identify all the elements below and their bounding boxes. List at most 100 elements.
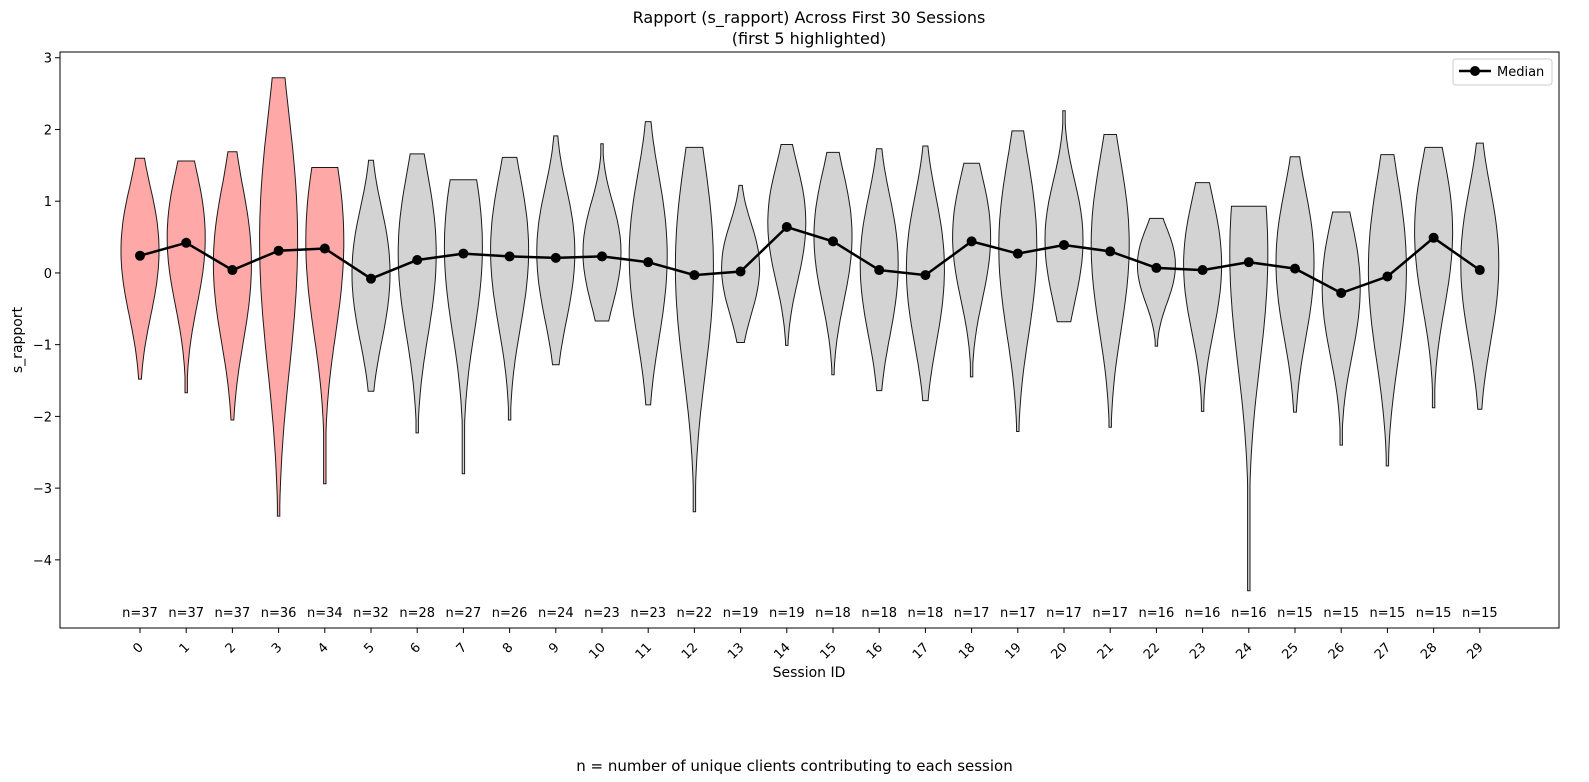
sample-count-label: n=15 <box>1462 606 1498 621</box>
median-point-session-9 <box>550 252 561 263</box>
x-tick-label: 6 <box>408 640 424 656</box>
violin-session-21 <box>1090 134 1130 428</box>
sample-count-label: n=16 <box>1185 606 1221 621</box>
median-point-session-25 <box>1290 263 1300 274</box>
y-tick-label: 2 <box>44 123 52 138</box>
x-tick-label: 13 <box>725 640 747 662</box>
x-tick-label: 27 <box>1372 640 1394 662</box>
violin-session-13 <box>721 184 761 343</box>
median-point-session-23 <box>1197 265 1208 276</box>
x-tick-label: 19 <box>1002 640 1024 662</box>
median-point-session-27 <box>1382 271 1393 282</box>
median-point-session-17 <box>920 270 931 281</box>
x-tick-label: 17 <box>910 640 932 662</box>
violin-session-10 <box>582 143 622 322</box>
sample-count-label: n=15 <box>1277 606 1313 621</box>
violin-session-27 <box>1367 154 1407 467</box>
median-point-session-1 <box>181 237 192 248</box>
sample-count-label: n=37 <box>215 606 251 621</box>
violin-session-12 <box>674 146 714 513</box>
sample-count-label: n=34 <box>307 606 343 621</box>
median-point-session-11 <box>643 257 654 268</box>
y-axis-label: s_rapport <box>10 306 26 373</box>
y-tick-label: 1 <box>44 195 52 210</box>
median-line-group <box>135 222 1485 299</box>
x-axis-label: Session ID <box>773 665 846 681</box>
median-point-session-15 <box>828 236 838 247</box>
sample-count-label: n=15 <box>1370 606 1406 621</box>
median-point-session-4 <box>319 243 330 254</box>
violin-session-18 <box>952 162 992 378</box>
median-point-session-2 <box>227 265 238 276</box>
chart-subtitle: (first 5 highlighted) <box>732 29 886 48</box>
violin-session-3 <box>259 77 299 517</box>
median-point-session-24 <box>1243 257 1254 268</box>
violin-session-23 <box>1183 182 1223 412</box>
y-tick-label: −3 <box>33 482 52 497</box>
footer-caption: n = number of unique clients contributin… <box>576 757 1013 775</box>
violin-session-25 <box>1275 156 1315 413</box>
median-point-session-21 <box>1105 246 1116 257</box>
plot-area <box>59 51 1560 629</box>
x-axis: 0 1 2 3 4 5 6 7 8 9 10 11 12 13 14 15 16 17 18 19 20 21 22 23 24… <box>130 628 1487 663</box>
sample-count-label: n=23 <box>584 606 620 621</box>
chart-title: Rapport (s_rapport) Across First 30 Sess… <box>633 8 986 28</box>
sample-count-label: n=37 <box>122 606 158 621</box>
x-tick-label: 2 <box>223 640 239 656</box>
sample-count-label: n=23 <box>630 606 666 621</box>
sample-count-label: n=19 <box>769 606 805 621</box>
sample-count-label: n=19 <box>723 606 759 621</box>
median-point-session-26 <box>1336 288 1347 299</box>
sample-count-label: n=18 <box>908 606 944 621</box>
violin-session-15 <box>813 151 853 376</box>
sample-count-label: n=22 <box>677 606 713 621</box>
sample-count-labels: n=37 n=37 n=37 n=36 n=34 n=32 n=28 n=27 n=26 n=24… <box>122 606 1497 621</box>
x-tick-label: 7 <box>454 640 470 656</box>
violin-session-26 <box>1321 211 1361 446</box>
legend-box <box>1452 58 1553 86</box>
median-point-session-28 <box>1428 232 1439 243</box>
median-point-session-16 <box>874 265 885 276</box>
sample-count-label: n=24 <box>538 606 574 621</box>
sample-count-label: n=18 <box>861 606 897 621</box>
violin-session-14 <box>767 144 807 346</box>
violin-session-29 <box>1460 142 1500 410</box>
x-tick-label: 24 <box>1233 640 1255 662</box>
legend-median-label: Median <box>1497 65 1544 80</box>
sample-count-label: n=26 <box>492 606 528 621</box>
x-tick-label: 10 <box>587 640 609 662</box>
x-tick-label: 1 <box>177 640 193 656</box>
median-point-session-3 <box>273 245 284 256</box>
y-tick-label: −1 <box>33 339 52 354</box>
y-tick-label: −4 <box>33 554 52 569</box>
x-tick-label: 16 <box>864 640 886 662</box>
violin-session-2 <box>212 151 252 421</box>
sample-count-label: n=16 <box>1231 606 1267 621</box>
median-point-session-10 <box>597 251 607 262</box>
sample-count-label: n=37 <box>168 606 204 621</box>
x-tick-label: 20 <box>1049 640 1071 662</box>
x-tick-label: 3 <box>269 640 285 656</box>
y-axis: 3 2 1 0 −1 −2 −3 −4 <box>33 52 60 569</box>
x-tick-label: 5 <box>361 640 377 656</box>
x-tick-label: 11 <box>633 640 655 662</box>
violin-session-28 <box>1414 146 1454 409</box>
median-point-session-13 <box>735 266 746 277</box>
sample-count-label: n=17 <box>1092 606 1128 621</box>
median-point-session-5 <box>366 273 376 284</box>
median-point-session-20 <box>1059 239 1069 250</box>
x-tick-label: 22 <box>1141 640 1163 662</box>
x-tick-label: 18 <box>956 640 978 662</box>
x-tick-label: 26 <box>1326 640 1348 662</box>
sample-count-label: n=15 <box>1323 606 1359 621</box>
x-tick-label: 14 <box>771 640 793 662</box>
violin-session-19 <box>998 130 1038 432</box>
median-line <box>139 225 1481 295</box>
violin-session-22 <box>1136 217 1176 347</box>
sample-count-label: n=32 <box>353 606 389 621</box>
x-tick-label: 15 <box>818 640 840 662</box>
median-point-session-8 <box>504 251 515 262</box>
x-tick-label: 4 <box>315 640 331 656</box>
median-point-session-19 <box>1012 248 1023 259</box>
